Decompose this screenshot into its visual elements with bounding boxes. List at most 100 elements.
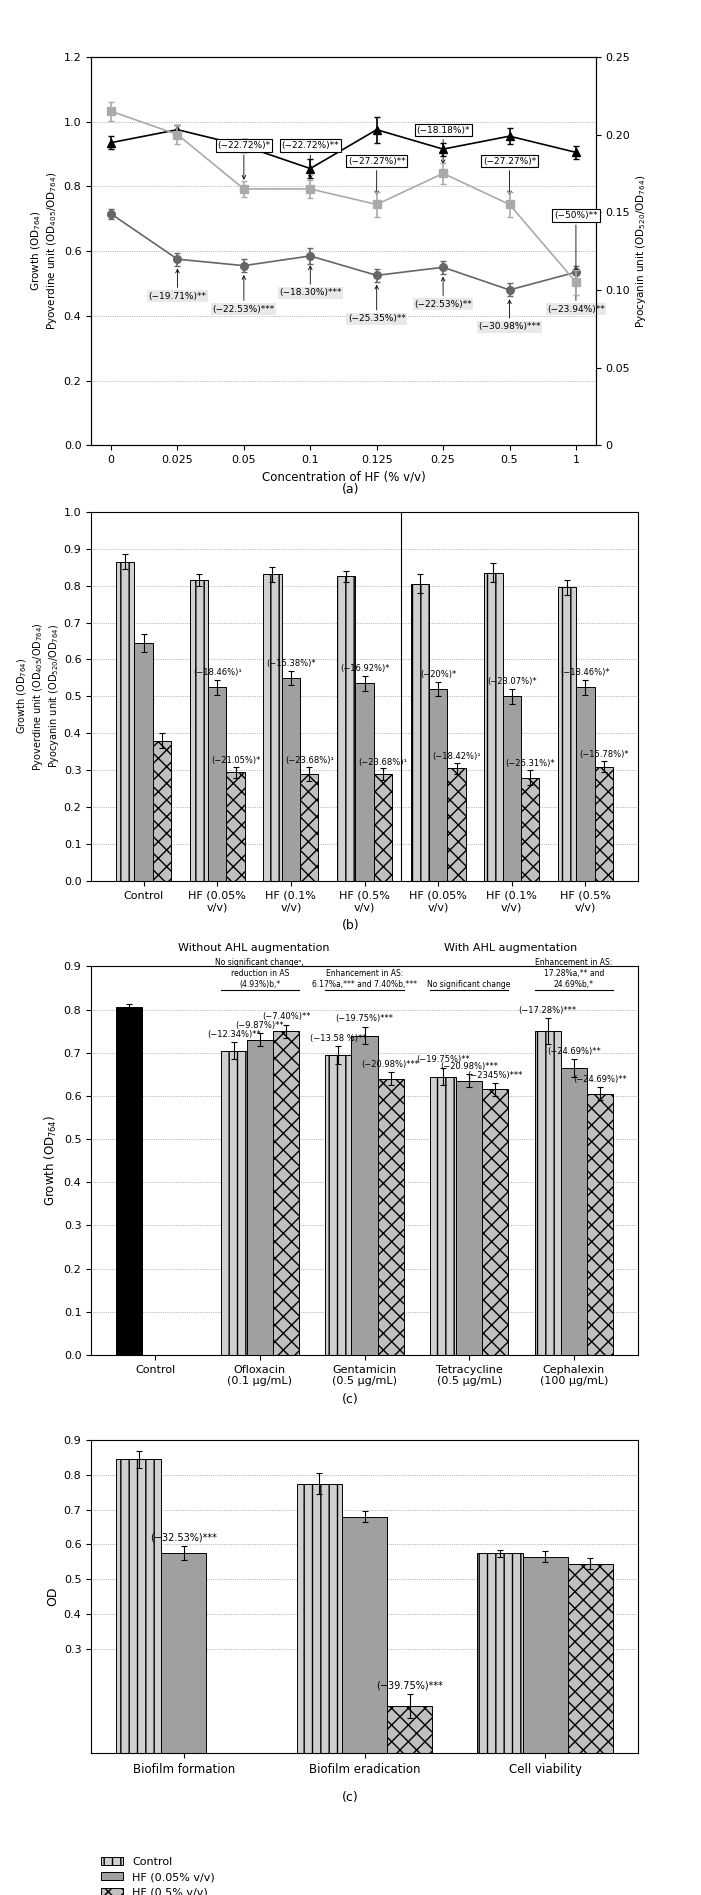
Bar [300, 773, 318, 881]
Text: Without AHL augmentation: Without AHL augmentation [178, 944, 329, 953]
Bar [226, 771, 245, 881]
Bar [378, 1078, 404, 1355]
Bar [221, 1050, 247, 1355]
Text: (−50%)**: (−50%)** [554, 210, 598, 273]
Y-axis label: Growth (OD$_{764}$): Growth (OD$_{764}$) [43, 1114, 60, 1207]
Text: (−19.75%)***: (−19.75%)*** [336, 1014, 393, 1023]
Bar [558, 587, 576, 881]
Text: (−7.40%)**: (−7.40%)** [261, 1012, 311, 1021]
X-axis label: Concentration of HF (% v/v): Concentration of HF (% v/v) [261, 470, 426, 483]
Bar [523, 1556, 568, 1753]
Y-axis label: Growth (OD$_{764}$)
Pyoverdine unit (OD$_{405}$/OD$_{764}$): Growth (OD$_{764}$) Pyoverdine unit (OD$… [30, 172, 60, 330]
Bar [190, 580, 208, 881]
Text: (−15.38%)*: (−15.38%)* [266, 659, 315, 667]
Bar [387, 1706, 433, 1753]
Text: (−12.34%)**: (−12.34%)** [207, 1029, 261, 1038]
Bar [116, 1459, 161, 1753]
Text: Enhancement in AS:
6.17%a,*** and 7.40%b,***: Enhancement in AS: 6.17%a,*** and 7.40%b… [312, 968, 417, 989]
Bar [135, 642, 153, 881]
Text: (−17.28%)***: (−17.28%)*** [519, 1006, 577, 1016]
Text: (−19.71%)**: (−19.71%)** [149, 269, 207, 301]
Text: (c): (c) [342, 1791, 359, 1804]
Bar [342, 1516, 387, 1753]
Text: (−9.87%)**: (−9.87%)** [236, 1021, 284, 1029]
Y-axis label: OD: OD [46, 1586, 60, 1607]
Text: (−2345%)***: (−2345%)*** [468, 1071, 523, 1080]
Legend: Control, HF (0.05% v/v), HF (0.5% v/v): Control, HF (0.05% v/v), HF (0.5% v/v) [97, 1851, 219, 1895]
Text: (b): (b) [341, 919, 360, 932]
Text: (−20.98%)***: (−20.98%)*** [440, 1061, 498, 1071]
Text: (−39.75%)***: (−39.75%)*** [376, 1681, 443, 1690]
Text: (a): (a) [342, 483, 359, 496]
Bar [482, 1090, 508, 1355]
Bar [325, 1056, 351, 1355]
Text: No significant changeᵃ,
reduction in AS
(4.93%)b,*: No significant changeᵃ, reduction in AS … [215, 957, 304, 989]
Text: (−32.53%)***: (−32.53%)*** [150, 1533, 217, 1543]
Text: (c): (c) [342, 1393, 359, 1406]
Text: Enhancement in AS:
17.28%a,** and
24.69%b,*: Enhancement in AS: 17.28%a,** and 24.69%… [535, 957, 613, 989]
Text: (−20%)*: (−20%)* [420, 669, 456, 678]
Text: (−23.68%)¹: (−23.68%)¹ [285, 756, 334, 766]
Bar [535, 1031, 561, 1355]
Bar [429, 690, 447, 881]
Bar [161, 1554, 206, 1753]
Text: (−23.94%)**: (−23.94%)** [547, 282, 605, 313]
Bar [503, 695, 521, 881]
Bar [337, 576, 355, 881]
Y-axis label: Pyocyanin unit (OD$_{520}$/OD$_{764}$): Pyocyanin unit (OD$_{520}$/OD$_{764}$) [634, 174, 648, 328]
Bar [351, 1035, 378, 1355]
Bar [153, 741, 171, 881]
Text: (−16.92%)*: (−16.92%)* [340, 663, 389, 673]
Text: (−13.58 %)**: (−13.58 %)** [310, 1035, 367, 1042]
Bar [477, 1554, 523, 1753]
Bar [484, 572, 503, 881]
Text: (−24.69%)**: (−24.69%)** [547, 1046, 601, 1056]
Text: (−27.27%)*: (−27.27%)* [483, 157, 536, 195]
Bar [456, 1080, 482, 1355]
Text: (−22.53%)**: (−22.53%)** [414, 277, 472, 309]
Text: (−23.07%)*: (−23.07%)* [487, 677, 536, 686]
Text: (−30.98%)***: (−30.98%)*** [478, 299, 540, 332]
Text: With AHL augmentation: With AHL augmentation [444, 944, 577, 953]
Text: (−18.46%)¹: (−18.46%)¹ [193, 667, 242, 677]
Text: (−18.30%)***: (−18.30%)*** [279, 265, 341, 298]
Text: (−24.69%)**: (−24.69%)** [573, 1074, 627, 1084]
Text: (−18.42%)¹: (−18.42%)¹ [433, 752, 481, 762]
Bar [208, 688, 226, 881]
Bar [374, 773, 392, 881]
Bar [282, 678, 300, 881]
Bar [116, 1008, 142, 1355]
Text: (−23.68%)¹: (−23.68%)¹ [358, 758, 407, 767]
Y-axis label: Growth (OD$_{764}$)
Pyoverdine unit (OD$_{405}$/OD$_{764}$)
Pyocyanin unit (OD$_: Growth (OD$_{764}$) Pyoverdine unit (OD$… [15, 622, 61, 771]
Bar [264, 574, 282, 881]
Text: (−25.35%)**: (−25.35%)** [348, 286, 406, 324]
Text: (−18.46%)*: (−18.46%)* [561, 667, 611, 677]
Bar [116, 561, 135, 881]
Bar [568, 1563, 613, 1753]
Bar [411, 584, 429, 881]
Text: (−22.72%)**: (−22.72%)** [282, 140, 339, 178]
Text: (−22.72%)*: (−22.72%)* [217, 140, 271, 178]
Bar [430, 1076, 456, 1355]
Bar [247, 1040, 273, 1355]
Legend: Growth, Pyoverdine unit, Pyocyanin unit: Growth, Pyoverdine unit, Pyocyanin unit [124, 1004, 252, 1056]
Bar [355, 684, 374, 881]
Legend: Antibiotic challenge to bacteria previously unexposed to PE, a:   HF (0.05% v/v): Antibiotic challenge to bacteria previou… [95, 1469, 423, 1512]
Text: (−21.05%)*: (−21.05%)* [211, 756, 260, 766]
Legend: Growth, Pyoverdine unit, Pyocyanin unit: Growth, Pyoverdine unit, Pyocyanin unit [122, 559, 255, 610]
Bar [447, 769, 465, 881]
Text: (−15.78%)*: (−15.78%)* [579, 750, 629, 760]
Text: (−22.53%)***: (−22.53%)*** [212, 277, 275, 313]
Text: No significant change: No significant change [428, 980, 511, 989]
Bar [561, 1069, 587, 1355]
Bar [297, 1484, 342, 1753]
Bar [576, 688, 594, 881]
Text: (−19.75%)**: (−19.75%)** [416, 1056, 470, 1065]
Bar [594, 767, 613, 881]
Text: (−27.27%)**: (−27.27%)** [348, 157, 406, 195]
Bar [521, 777, 539, 881]
Text: (−20.98%)***: (−20.98%)*** [362, 1059, 420, 1069]
Text: (−18.18%)*: (−18.18%)* [416, 125, 470, 163]
Bar [273, 1031, 299, 1355]
Bar [587, 1093, 613, 1355]
